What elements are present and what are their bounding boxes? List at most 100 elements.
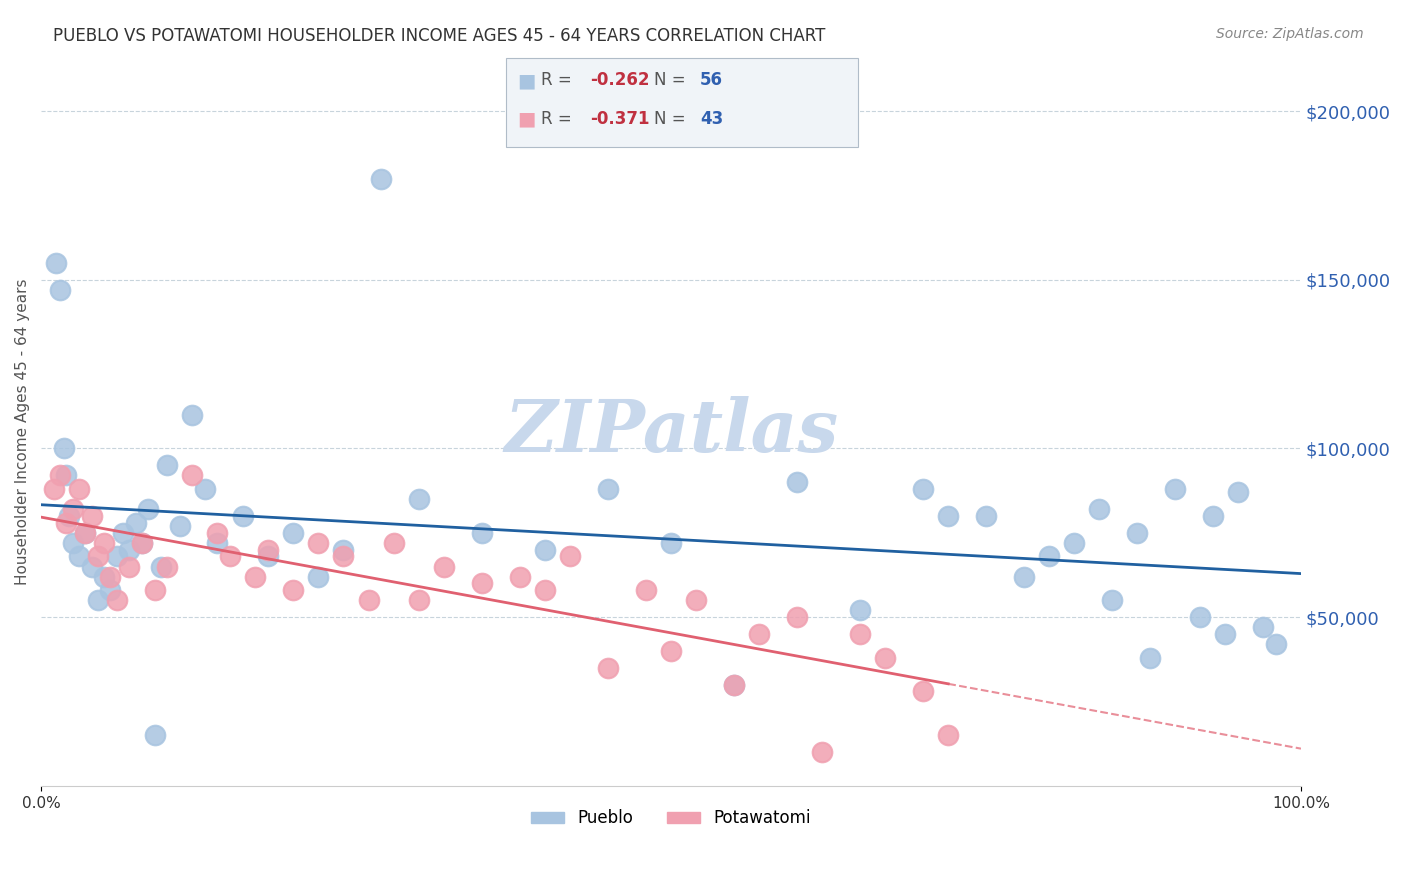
Point: [111, 525, 134, 540]
Point: [1063, 536, 1085, 550]
Point: [281, 583, 304, 598]
Point: [382, 536, 405, 550]
Point: [1038, 549, 1060, 564]
Point: [100, 583, 122, 598]
Point: [408, 593, 430, 607]
Point: [281, 525, 304, 540]
Point: [1227, 485, 1250, 500]
Point: [659, 644, 682, 658]
Text: ■: ■: [517, 110, 536, 128]
Point: [685, 593, 707, 607]
Point: [370, 171, 392, 186]
Point: [1264, 637, 1286, 651]
Point: [118, 559, 141, 574]
Point: [49, 468, 72, 483]
Point: [307, 536, 329, 550]
Text: -0.371: -0.371: [591, 110, 650, 128]
Point: [307, 569, 329, 583]
Point: [1126, 525, 1149, 540]
Legend: Pueblo, Potawatomi: Pueblo, Potawatomi: [524, 803, 818, 834]
Text: N =: N =: [654, 110, 690, 128]
Point: [1189, 610, 1212, 624]
Point: [49, 283, 72, 297]
Point: [55, 516, 77, 530]
Point: [786, 475, 808, 490]
Point: [974, 508, 997, 523]
Point: [207, 536, 229, 550]
Point: [936, 728, 959, 742]
Point: [748, 627, 770, 641]
Point: [509, 569, 531, 583]
Point: [55, 468, 77, 483]
Point: [723, 677, 745, 691]
Point: [149, 559, 172, 574]
Text: 43: 43: [700, 110, 724, 128]
Text: PUEBLO VS POTAWATOMI HOUSEHOLDER INCOME AGES 45 - 64 YEARS CORRELATION CHART: PUEBLO VS POTAWATOMI HOUSEHOLDER INCOME …: [53, 27, 825, 45]
Point: [849, 627, 872, 641]
Point: [408, 492, 430, 507]
Point: [471, 576, 494, 591]
Point: [1202, 508, 1225, 523]
Point: [143, 583, 166, 598]
Point: [1012, 569, 1035, 583]
Point: [596, 482, 619, 496]
Point: [45, 256, 67, 270]
Point: [169, 519, 191, 533]
Point: [42, 482, 65, 496]
Point: [1164, 482, 1187, 496]
Point: [912, 482, 935, 496]
Point: [67, 482, 90, 496]
Point: [596, 661, 619, 675]
Point: [433, 559, 456, 574]
Text: R =: R =: [541, 110, 578, 128]
Point: [87, 549, 110, 564]
Point: [181, 468, 204, 483]
Point: [723, 677, 745, 691]
Point: [131, 536, 153, 550]
Point: [560, 549, 582, 564]
Point: [232, 508, 254, 523]
Point: [1139, 650, 1161, 665]
Y-axis label: Householder Income Ages 45 - 64 years: Householder Income Ages 45 - 64 years: [15, 278, 30, 585]
Point: [80, 559, 103, 574]
Point: [659, 536, 682, 550]
Point: [207, 525, 229, 540]
Point: [912, 684, 935, 698]
Point: [786, 610, 808, 624]
Point: [143, 728, 166, 742]
Point: [93, 536, 115, 550]
Point: [87, 593, 110, 607]
Point: [80, 508, 103, 523]
Point: [471, 525, 494, 540]
Text: ZIPatlas: ZIPatlas: [503, 396, 838, 467]
Point: [105, 593, 128, 607]
Point: [1215, 627, 1237, 641]
Point: [52, 442, 75, 456]
Point: [1088, 502, 1111, 516]
Point: [1251, 620, 1274, 634]
Point: [534, 583, 557, 598]
Point: [62, 536, 84, 550]
Point: [136, 502, 159, 516]
Point: [62, 502, 84, 516]
Text: R =: R =: [541, 71, 578, 89]
Text: -0.262: -0.262: [591, 71, 650, 89]
Point: [181, 408, 204, 422]
Point: [534, 542, 557, 557]
Point: [124, 516, 146, 530]
Text: Source: ZipAtlas.com: Source: ZipAtlas.com: [1216, 27, 1364, 41]
Point: [75, 525, 97, 540]
Point: [105, 549, 128, 564]
Point: [257, 542, 280, 557]
Point: [245, 569, 267, 583]
Point: [332, 549, 354, 564]
Point: [156, 458, 179, 473]
Point: [131, 536, 153, 550]
Point: [1101, 593, 1123, 607]
Point: [357, 593, 380, 607]
Point: [93, 569, 115, 583]
Point: [849, 603, 872, 617]
Point: [156, 559, 179, 574]
Point: [219, 549, 242, 564]
Point: [118, 542, 141, 557]
